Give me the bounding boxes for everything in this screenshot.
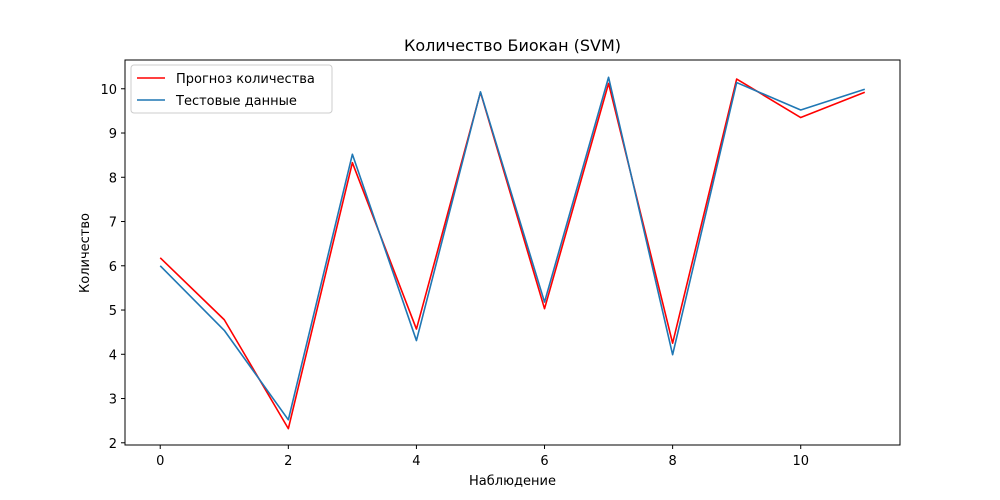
legend-label-test: Тестовые данные [175, 94, 297, 109]
x-tick-label: 10 [792, 454, 809, 469]
plot-area-frame [124, 59, 901, 446]
series-line-test [159, 76, 866, 421]
legend-label-forecast: Прогноз количества [176, 72, 315, 87]
y-tick-label: 7 [109, 216, 117, 231]
y-tick-label: 9 [109, 127, 117, 142]
y-tick-label: 8 [109, 171, 117, 186]
series-layer [159, 76, 866, 430]
chart-title: Количество Биокан (SVM) [404, 36, 621, 55]
x-tick-label: 8 [668, 454, 676, 469]
y-tick-label: 3 [109, 393, 117, 408]
legend: Прогноз количества Тестовые данные [130, 64, 333, 114]
y-tick-label: 10 [100, 83, 117, 98]
x-tick-label: 2 [284, 454, 292, 469]
y-axis: 2 3 4 5 6 7 8 9 10 [100, 83, 125, 452]
y-tick-label: 4 [109, 348, 117, 363]
y-tick-label: 5 [109, 304, 117, 319]
legend-box [130, 64, 333, 114]
x-axis-label: Наблюдение [469, 474, 556, 489]
x-tick-label: 6 [540, 454, 548, 469]
x-tick-label: 4 [412, 454, 420, 469]
y-axis-label: Количество [78, 213, 93, 293]
series-line-forecast [159, 78, 866, 430]
y-tick-label: 6 [109, 260, 117, 275]
x-axis: 0 2 4 6 8 10 [156, 445, 809, 469]
x-tick-label: 0 [156, 454, 164, 469]
y-tick-label: 2 [109, 437, 117, 452]
